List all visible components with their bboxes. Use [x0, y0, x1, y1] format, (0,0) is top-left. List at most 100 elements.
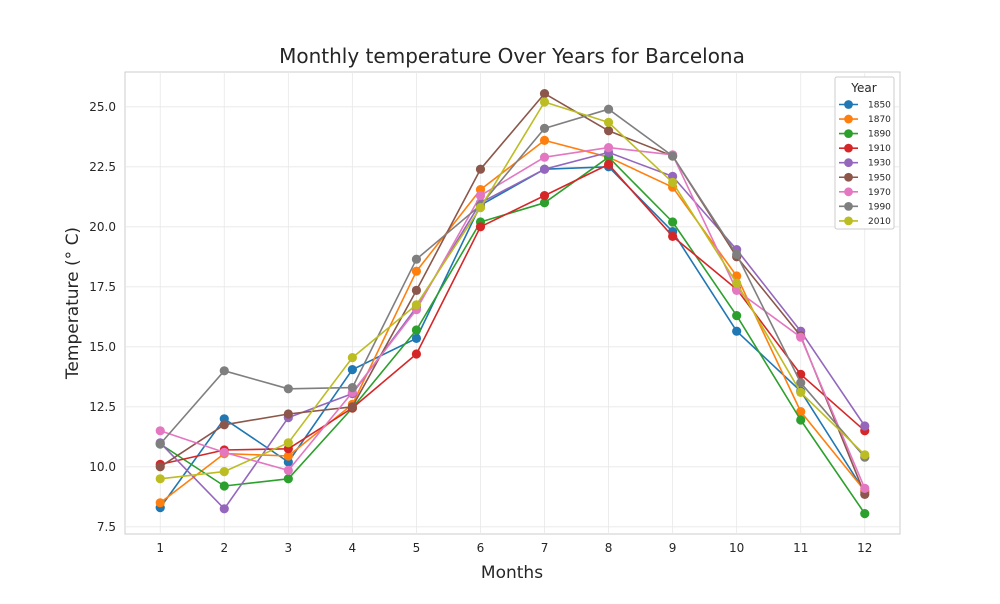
data-point	[411, 266, 422, 276]
data-point	[668, 217, 678, 227]
y-tick-label: 12.5	[89, 400, 116, 414]
legend-marker	[844, 114, 853, 124]
data-point	[603, 159, 614, 169]
data-point	[475, 203, 486, 213]
data-point	[539, 164, 550, 174]
data-point	[475, 222, 486, 232]
legend-marker	[844, 187, 853, 197]
data-point	[732, 311, 742, 321]
y-axis-label: Temperature (° C)	[63, 227, 83, 380]
series-line	[159, 92, 866, 495]
series-group	[155, 89, 870, 519]
data-point	[155, 474, 165, 484]
series-line	[160, 101, 866, 480]
x-tick-label: 9	[669, 541, 677, 555]
data-point	[283, 451, 293, 461]
legend-item-1930: 1930	[839, 158, 891, 169]
x-tick-label: 3	[285, 541, 293, 555]
data-point	[219, 420, 229, 430]
data-point	[539, 123, 550, 133]
y-tick-label: 20.0	[89, 220, 116, 234]
legend-label: 1910	[868, 144, 891, 154]
legend-marker	[844, 172, 853, 182]
x-tick-label: 2	[220, 541, 228, 555]
legend-marker	[844, 201, 853, 211]
data-point	[668, 231, 678, 241]
x-tick-label: 7	[541, 541, 549, 555]
data-point	[155, 462, 165, 472]
legend-label: 1850	[868, 101, 891, 111]
data-point	[411, 325, 422, 335]
data-point	[539, 198, 550, 208]
data-point	[539, 152, 550, 162]
data-point	[411, 300, 422, 310]
legend-title: Year	[850, 81, 876, 95]
y-tick-label: 25.0	[89, 100, 116, 114]
data-point	[603, 104, 614, 114]
legend-item-1970: 1970	[839, 187, 891, 198]
data-point	[796, 387, 806, 397]
data-point	[155, 426, 165, 436]
legend-item-1990: 1990	[839, 201, 891, 212]
legend-marker	[844, 216, 853, 226]
data-point	[539, 97, 550, 107]
data-point	[347, 383, 357, 393]
x-tick-label: 11	[793, 541, 808, 555]
data-point	[539, 191, 550, 201]
data-point	[475, 191, 486, 201]
data-point	[475, 164, 486, 174]
x-axis-label: Months	[481, 563, 543, 583]
data-point	[860, 450, 870, 460]
y-tick-labels: 7.5 10.0 12.5 15.0 17.5 20.0 22.5 25.0	[89, 100, 116, 534]
data-point	[155, 439, 165, 449]
legend-item-1850: 1850	[839, 100, 891, 111]
data-point	[411, 254, 422, 264]
data-point	[219, 447, 229, 457]
data-point	[796, 332, 806, 342]
series-line	[159, 146, 866, 489]
legend-item-1910: 1910	[839, 143, 891, 154]
x-tick-label: 10	[729, 541, 744, 555]
legend-item-1870: 1870	[839, 114, 891, 125]
legend-label: 2010	[868, 217, 891, 227]
x-tick-label: 12	[857, 541, 872, 555]
data-point	[539, 135, 550, 145]
data-point	[668, 177, 678, 187]
x-tick-label: 4	[349, 541, 357, 555]
data-point	[796, 415, 806, 425]
data-point	[539, 89, 550, 99]
y-tick-label: 7.5	[97, 520, 116, 534]
data-point	[219, 366, 229, 376]
y-tick-label: 15.0	[89, 340, 116, 354]
x-tick-label: 5	[413, 541, 421, 555]
x-tick-label: 6	[477, 541, 485, 555]
legend-label: 1890	[868, 130, 891, 140]
data-point	[283, 438, 293, 448]
legend-marker	[844, 100, 853, 109]
y-tick-label: 22.5	[89, 160, 116, 174]
series-line	[159, 156, 866, 515]
data-point	[860, 421, 870, 431]
x-tick-label: 1	[156, 541, 164, 555]
data-point	[732, 278, 742, 288]
data-point	[219, 504, 229, 514]
legend-item-1950: 1950	[839, 172, 891, 183]
series-line	[159, 151, 866, 510]
y-tick-label: 10.0	[89, 460, 116, 474]
data-point	[283, 474, 293, 484]
series-line	[159, 108, 866, 458]
data-point	[411, 333, 422, 343]
legend-label: 1990	[868, 202, 891, 212]
series-2010	[155, 97, 870, 484]
legend-label: 1970	[868, 188, 891, 198]
data-point	[411, 285, 422, 295]
data-point	[347, 402, 357, 412]
legend-items: 1850 1870 1890 1910 1930 1950 1970 1990 2010	[839, 100, 891, 227]
legend-label: 1950	[868, 173, 891, 183]
legend-marker	[844, 129, 853, 139]
data-point	[411, 349, 422, 359]
data-point	[603, 126, 614, 136]
legend-marker	[844, 143, 853, 153]
